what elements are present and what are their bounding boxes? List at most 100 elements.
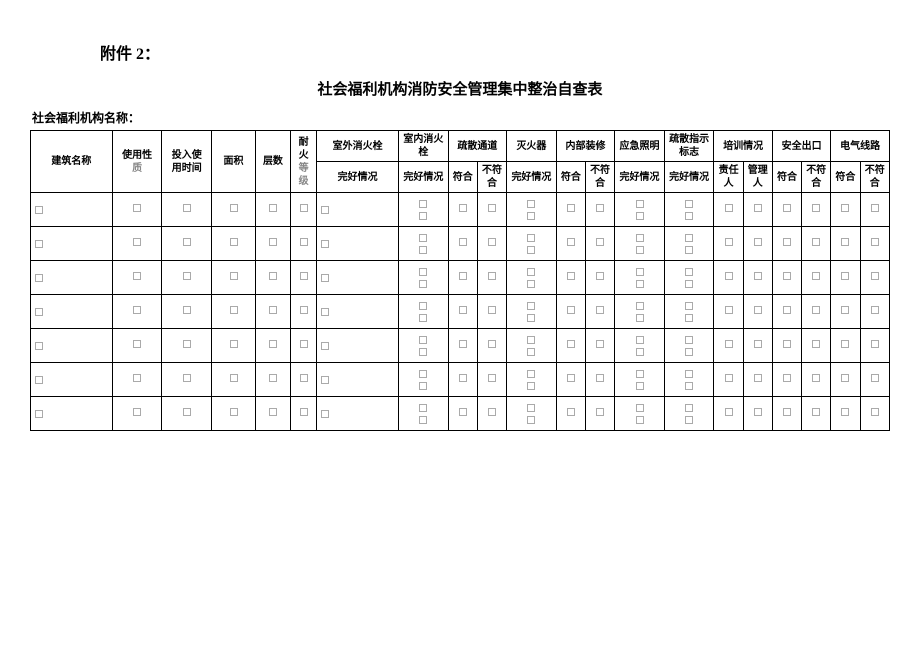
table-cell — [290, 261, 316, 295]
table-cell — [255, 397, 290, 431]
table-cell — [448, 193, 477, 227]
checkbox-icon — [636, 348, 644, 356]
checkbox-icon — [725, 340, 733, 348]
checkbox-icon — [596, 204, 604, 212]
table-cell — [317, 295, 399, 329]
th-emerg-light: 应急照明 — [615, 131, 665, 162]
table-cell — [831, 295, 860, 329]
table-cell — [664, 193, 714, 227]
table-cell — [255, 227, 290, 261]
checkbox-icon — [35, 240, 43, 248]
checkbox-icon — [685, 348, 693, 356]
checkbox-icon — [783, 340, 791, 348]
table-cell — [507, 397, 557, 431]
th-int-c: 符合 — [556, 162, 585, 193]
table-cell — [212, 363, 256, 397]
table-cell — [290, 329, 316, 363]
table-cell — [162, 261, 212, 295]
attachment-label: 附件 2： — [100, 40, 890, 64]
checkbox-icon — [596, 306, 604, 314]
checkbox-icon — [636, 336, 644, 344]
th-evac-nc: 不符合 — [477, 162, 506, 193]
checkbox-icon — [527, 404, 535, 412]
table-cell — [507, 363, 557, 397]
table-cell — [477, 261, 506, 295]
table-cell — [399, 397, 449, 431]
th-elec: 电气线路 — [831, 131, 890, 162]
checkbox-icon — [783, 408, 791, 416]
table-cell — [290, 193, 316, 227]
checkbox-icon — [871, 374, 879, 382]
table-cell — [31, 397, 113, 431]
checkbox-icon — [183, 204, 191, 212]
checkbox-icon — [596, 340, 604, 348]
table-cell — [664, 295, 714, 329]
table-cell — [556, 329, 585, 363]
table-cell — [585, 363, 614, 397]
table-cell — [290, 295, 316, 329]
checkbox-icon — [725, 238, 733, 246]
table-cell — [31, 227, 113, 261]
checkbox-icon — [636, 416, 644, 424]
checkbox-icon — [685, 416, 693, 424]
table-cell — [399, 329, 449, 363]
table-row — [31, 193, 890, 227]
checkbox-icon — [300, 272, 308, 280]
checkbox-icon — [636, 314, 644, 322]
checkbox-icon — [596, 374, 604, 382]
checkbox-icon — [841, 272, 849, 280]
checkbox-icon — [300, 340, 308, 348]
checkbox-icon — [230, 306, 238, 314]
table-cell — [585, 227, 614, 261]
checkbox-icon — [459, 374, 467, 382]
table-cell — [743, 397, 772, 431]
table-cell — [772, 363, 801, 397]
checkbox-icon — [527, 336, 535, 344]
checkbox-icon — [269, 374, 277, 382]
checkbox-icon — [183, 374, 191, 382]
checkbox-icon — [133, 306, 141, 314]
table-cell — [31, 193, 113, 227]
checkbox-icon — [567, 340, 575, 348]
table-cell — [802, 363, 831, 397]
table-cell — [477, 193, 506, 227]
checkbox-icon — [636, 246, 644, 254]
table-cell — [507, 295, 557, 329]
table-cell — [162, 397, 212, 431]
checkbox-icon — [133, 272, 141, 280]
checkbox-icon — [871, 340, 879, 348]
table-cell — [212, 193, 256, 227]
table-cell — [556, 397, 585, 431]
th-indoor: 室内消火栓 — [399, 131, 449, 162]
table-cell — [399, 295, 449, 329]
checkbox-icon — [419, 212, 427, 220]
checkbox-icon — [321, 206, 329, 214]
checkbox-icon — [133, 340, 141, 348]
checkbox-icon — [783, 272, 791, 280]
table-cell — [448, 261, 477, 295]
table-cell — [477, 227, 506, 261]
table-cell — [255, 261, 290, 295]
table-cell — [860, 363, 890, 397]
th-sign-good: 完好情况 — [664, 162, 714, 193]
table-cell — [162, 363, 212, 397]
checkbox-icon — [812, 204, 820, 212]
checkbox-icon — [527, 234, 535, 242]
table-cell — [860, 227, 890, 261]
table-cell — [31, 329, 113, 363]
checkbox-icon — [35, 410, 43, 418]
table-cell — [556, 261, 585, 295]
checkbox-icon — [812, 340, 820, 348]
checkbox-icon — [567, 272, 575, 280]
checkbox-icon — [419, 336, 427, 344]
table-cell — [31, 363, 113, 397]
table-cell — [162, 193, 212, 227]
table-cell — [772, 329, 801, 363]
checkbox-icon — [636, 404, 644, 412]
checkbox-icon — [488, 204, 496, 212]
table-cell — [743, 329, 772, 363]
checkbox-icon — [754, 408, 762, 416]
checkbox-icon — [419, 234, 427, 242]
table-row — [31, 227, 890, 261]
table-cell — [317, 363, 399, 397]
